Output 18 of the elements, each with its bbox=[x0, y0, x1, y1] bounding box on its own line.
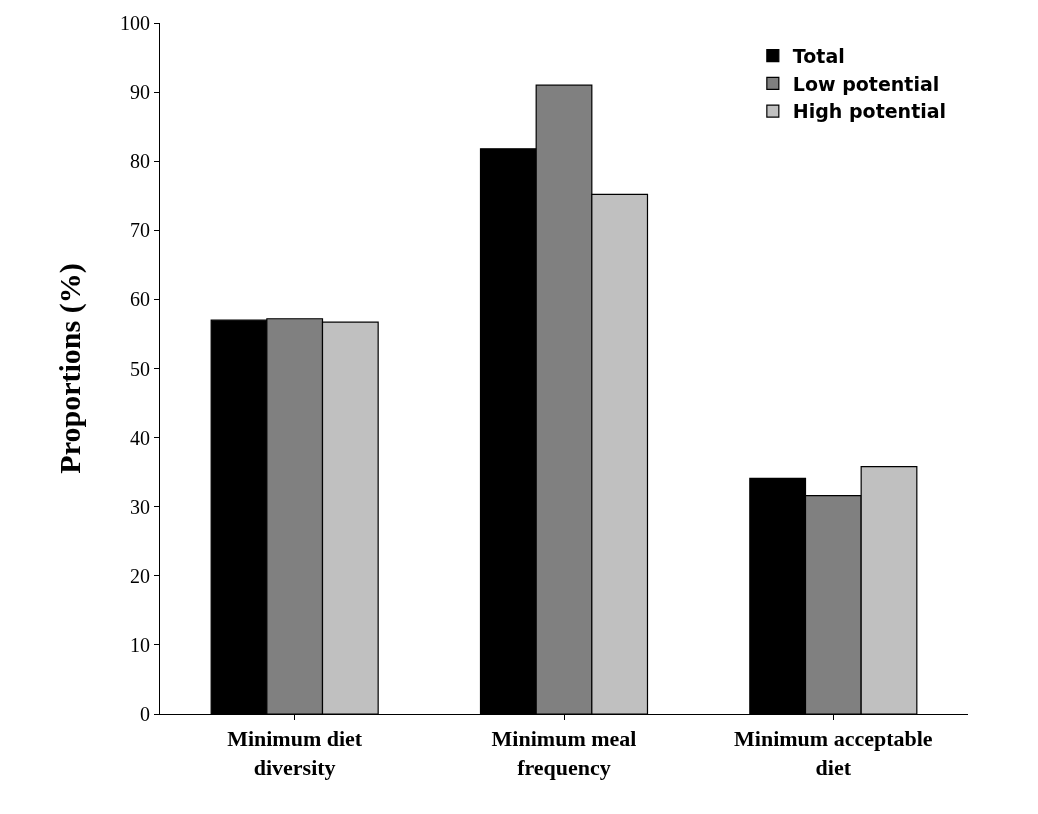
y-axis-title: Proportions (%) bbox=[53, 263, 87, 474]
legend-label: High potential bbox=[792, 100, 947, 123]
y-tick-label: 30 bbox=[130, 495, 150, 518]
y-tick-label: 70 bbox=[130, 219, 150, 242]
y-tick-label: 60 bbox=[130, 288, 150, 311]
y-tick-label: 90 bbox=[130, 81, 150, 104]
y-tick-label: 50 bbox=[130, 357, 150, 380]
x-tick-label: Minimum acceptable diet bbox=[734, 726, 933, 780]
x-tick-label: Minimum meal frequency bbox=[491, 726, 637, 780]
y-tick-label: 80 bbox=[130, 150, 150, 173]
y-tick-label: 20 bbox=[130, 564, 150, 587]
y-tick-label: 40 bbox=[130, 426, 150, 449]
y-tick-label: 100 bbox=[120, 12, 150, 34]
y-tick-label: 0 bbox=[140, 703, 150, 725]
y-tick-label: 10 bbox=[130, 633, 150, 656]
legend-label: Total bbox=[792, 45, 845, 68]
x-tick-label: Minimum diet diversity bbox=[227, 726, 363, 780]
legend-label: Low potential bbox=[792, 72, 940, 95]
